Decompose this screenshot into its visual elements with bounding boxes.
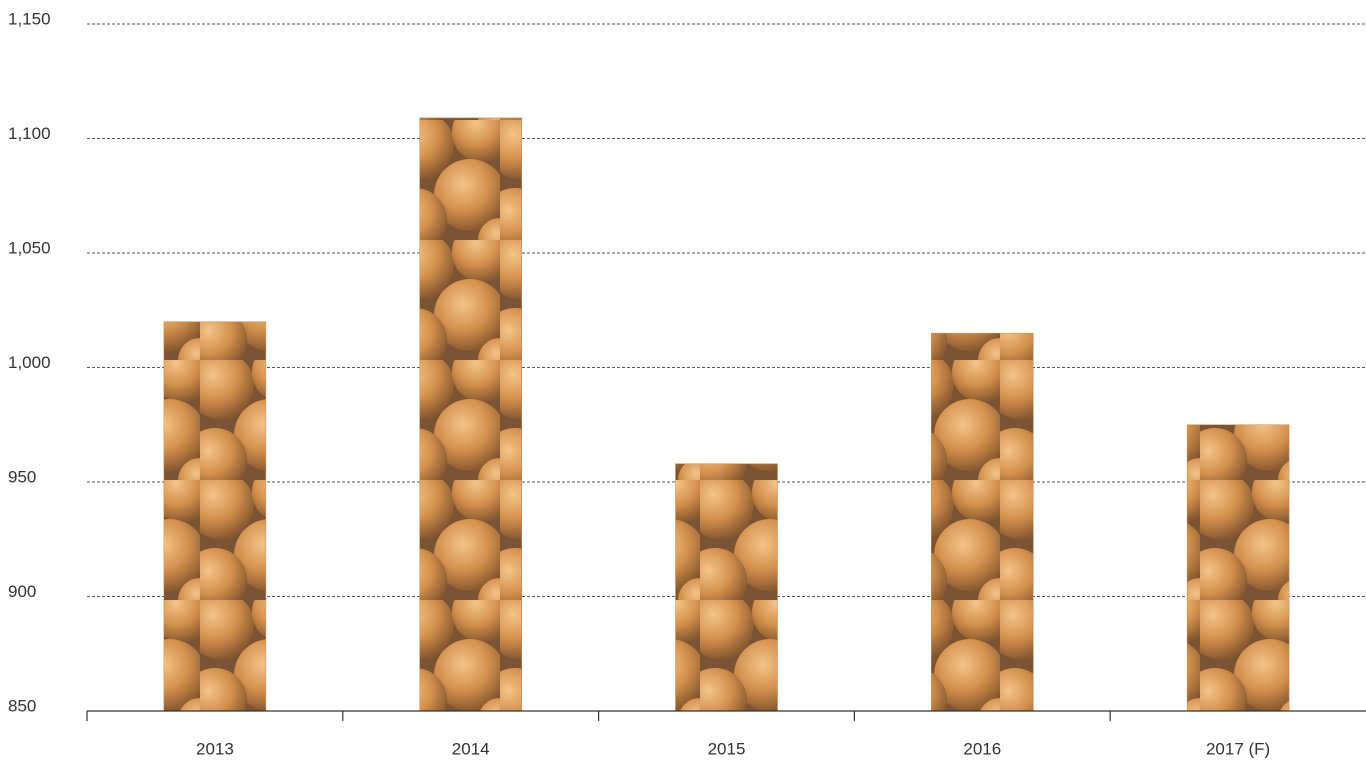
y-tick-label: 1,050	[8, 238, 51, 257]
y-tick-label: 1,100	[8, 124, 51, 143]
bar	[1186, 424, 1290, 712]
x-tick-label: 2016	[963, 739, 1001, 758]
bar	[163, 321, 267, 712]
x-tick-label: 2015	[708, 739, 746, 758]
bar	[675, 463, 778, 712]
bar	[931, 332, 1034, 712]
bar	[419, 117, 522, 712]
y-tick-label: 850	[8, 696, 36, 715]
y-tick-label: 950	[8, 467, 36, 486]
x-tick-label: 2014	[452, 739, 490, 758]
y-tick-label: 900	[8, 582, 36, 601]
y-tick-label: 1,000	[8, 353, 51, 372]
x-tick-label: 2017 (F)	[1206, 739, 1270, 758]
x-tick-label: 2013	[196, 739, 234, 758]
y-tick-label: 1,150	[8, 9, 51, 28]
